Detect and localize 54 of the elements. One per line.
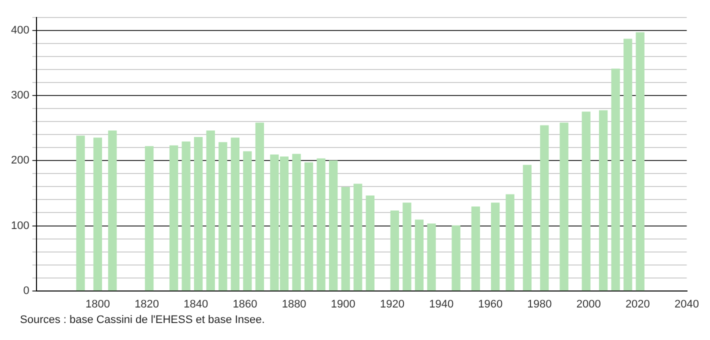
bar	[598, 110, 608, 291]
bar	[427, 223, 436, 291]
x-tick-label: 2020	[625, 298, 650, 310]
x-tick-label: 1840	[184, 298, 208, 310]
bar	[560, 122, 568, 291]
bar	[506, 194, 514, 291]
bar	[582, 112, 590, 291]
x-tick-label: 1960	[478, 298, 503, 310]
bar	[452, 225, 460, 291]
x-tick-label: 1940	[429, 298, 454, 310]
bar	[194, 136, 203, 291]
bar	[490, 202, 500, 291]
y-tick-label: 100	[10, 220, 30, 232]
x-tick-label: 2040	[674, 298, 700, 310]
x-tick-label: 1920	[380, 298, 404, 310]
bar	[636, 32, 644, 291]
bar	[390, 210, 400, 291]
source-note: Sources : base Cassini de l'EHESS et base Insee.	[19, 314, 266, 326]
x-tick-label: 1980	[527, 298, 552, 310]
bar	[243, 151, 252, 291]
bar	[304, 162, 314, 291]
y-tick-label: 0	[23, 284, 30, 297]
y-tick-label: 300	[10, 90, 30, 102]
bar	[218, 142, 228, 291]
bar	[540, 125, 549, 291]
x-tick-label: 1800	[85, 298, 110, 310]
x-tick-label: 1880	[282, 298, 306, 310]
bar	[414, 220, 424, 291]
bar	[144, 146, 154, 291]
bar	[230, 138, 240, 291]
bar	[316, 158, 326, 291]
bar	[169, 145, 178, 291]
bar	[522, 164, 532, 291]
bar	[292, 154, 301, 291]
bar	[206, 130, 215, 291]
bar	[354, 184, 362, 291]
bar	[182, 142, 190, 291]
x-tick-label: 2000	[576, 298, 601, 310]
x-tick-label: 1820	[134, 298, 160, 310]
x-tick-label: 1900	[330, 298, 356, 310]
bar	[329, 160, 338, 291]
bar	[366, 196, 374, 291]
bar	[611, 68, 620, 291]
bar	[76, 136, 85, 291]
bar	[624, 38, 632, 291]
x-tick-label: 1860	[232, 298, 258, 310]
bar	[255, 122, 264, 291]
bar	[341, 187, 350, 291]
bar	[402, 202, 412, 291]
bar	[108, 130, 117, 291]
y-tick-label: 200	[10, 154, 30, 167]
bar	[471, 206, 480, 291]
bar	[93, 138, 102, 291]
y-tick-label: 400	[10, 24, 30, 37]
